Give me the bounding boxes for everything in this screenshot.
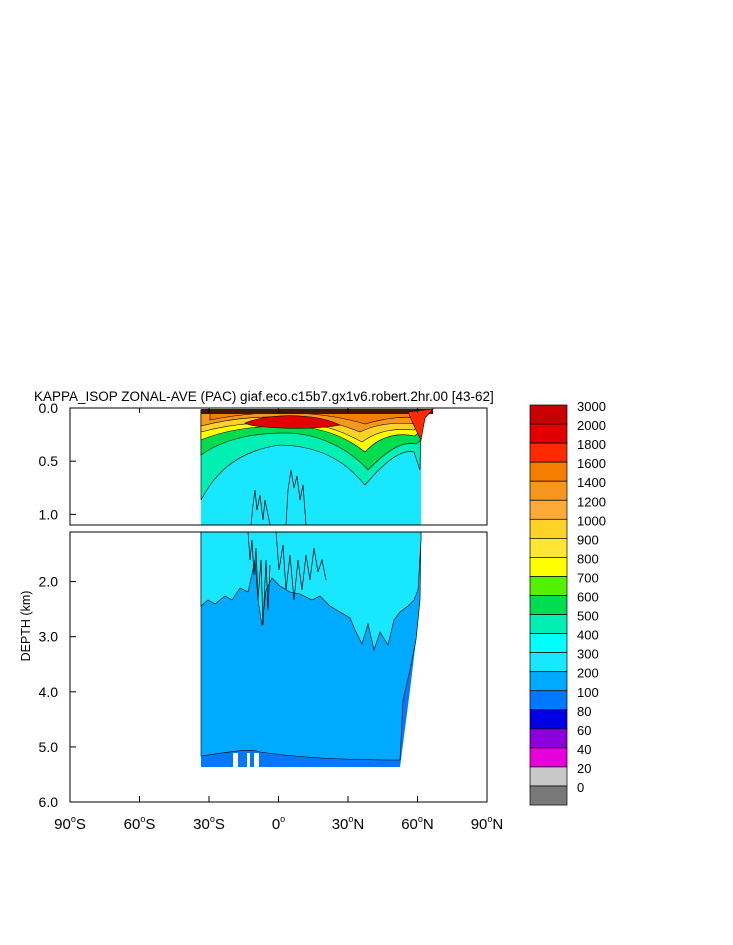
lower-field-band-400 — [200, 532, 422, 652]
colorbar-label: 0 — [577, 780, 584, 795]
colorbar-label: 400 — [577, 628, 599, 643]
colorbar-label: 40 — [577, 742, 591, 757]
upper-y-tick-label: 0.5 — [39, 453, 59, 469]
colorbar-swatch — [529, 442, 568, 463]
lower-field-gap-2 — [247, 753, 250, 769]
x-tick-label: 60oS — [124, 814, 156, 833]
colorbar-label: 60 — [577, 723, 591, 738]
colorbar-swatch — [529, 423, 568, 444]
lower-y-ticks: 2.0 3.0 4.0 5.0 6.0 — [39, 574, 76, 810]
colorbar-label: 900 — [577, 532, 599, 547]
x-tick-label: 90oS — [54, 814, 86, 833]
colorbar-label: 500 — [577, 609, 599, 624]
colorbar-swatch — [529, 785, 568, 806]
x-tick-label: 90oN — [471, 814, 504, 833]
lower-field-spikes — [247, 532, 327, 626]
colorbar-swatch — [529, 480, 568, 501]
colorbar-label: 800 — [577, 551, 599, 566]
upper-field-deep-contour — [250, 469, 307, 525]
colorbar-swatch — [529, 614, 568, 634]
colorbar-label: 20 — [577, 761, 591, 776]
colorbar-label: 1600 — [577, 456, 606, 471]
colorbar-label: 80 — [577, 704, 591, 719]
x-tick-label: 30oS — [193, 814, 225, 833]
colorbar-swatch — [529, 633, 568, 653]
y-axis-label: DEPTH (km) — [19, 591, 33, 662]
x-tick-label: 30oN — [332, 814, 365, 833]
upper-y-ticks: 0.0 0.5 1.0 — [39, 400, 76, 522]
colorbar-swatch — [529, 747, 568, 768]
colorbar-label: 1200 — [577, 494, 606, 509]
colorbar-label: 3000 — [577, 399, 606, 414]
x-ticks: 90oS 60oS 30oS 0o 30oN 60oN 90oN — [54, 408, 503, 833]
colorbar-swatch — [529, 652, 568, 673]
colorbar-swatch — [529, 709, 568, 730]
colorbar-swatch — [529, 671, 568, 692]
colorbar-label: 700 — [577, 570, 599, 585]
lower-y-tick-label: 4.0 — [39, 684, 59, 700]
colorbar-label: 1000 — [577, 513, 606, 528]
colorbar-label: 300 — [577, 647, 599, 662]
x-tick-label: 60oN — [401, 814, 434, 833]
upper-field-surface-layer — [201, 409, 433, 414]
colorbar-swatch — [529, 766, 568, 787]
colorbar-swatch — [529, 499, 568, 520]
upper-panel — [200, 408, 434, 525]
lower-y-tick-label: 3.0 — [39, 629, 59, 645]
lower-panel — [200, 532, 422, 769]
colorbar-label: 100 — [577, 685, 599, 700]
colorbar-swatch — [529, 595, 568, 615]
colorbar-label: 200 — [577, 666, 599, 681]
colorbar-swatch — [529, 537, 568, 558]
colorbar-label: 1800 — [577, 437, 606, 452]
lower-field-gap-3 — [254, 753, 259, 769]
colorbar-swatch — [529, 690, 568, 711]
lower-y-tick-label: 2.0 — [39, 574, 59, 590]
colorbar-swatch — [529, 461, 568, 482]
lower-y-tick-label: 6.0 — [39, 794, 59, 810]
colorbar-label: 2000 — [577, 418, 606, 433]
colorbar-swatch — [529, 518, 568, 539]
chart-title: KAPPA_ISOP ZONAL-AVE (PAC) giaf.eco.c15b… — [34, 389, 494, 404]
x-tick-label: 0o — [272, 814, 285, 833]
upper-field-band-2000 — [244, 415, 341, 429]
upper-y-tick-label: 0.0 — [39, 400, 59, 416]
colorbar-label: 1400 — [577, 475, 606, 490]
lower-field-gap-1 — [233, 753, 238, 769]
colorbar-swatch — [529, 557, 568, 577]
colorbar-label: 600 — [577, 590, 599, 605]
colorbar-swatch — [529, 728, 568, 749]
colorbar-swatch — [529, 576, 568, 596]
colorbar: 3000200018001600140012001000900800700600… — [529, 399, 606, 806]
lower-y-tick-label: 5.0 — [39, 739, 59, 755]
colorbar-swatch — [529, 404, 568, 425]
upper-field-eastern-boundary — [407, 408, 434, 441]
upper-y-tick-label: 1.0 — [39, 506, 59, 522]
